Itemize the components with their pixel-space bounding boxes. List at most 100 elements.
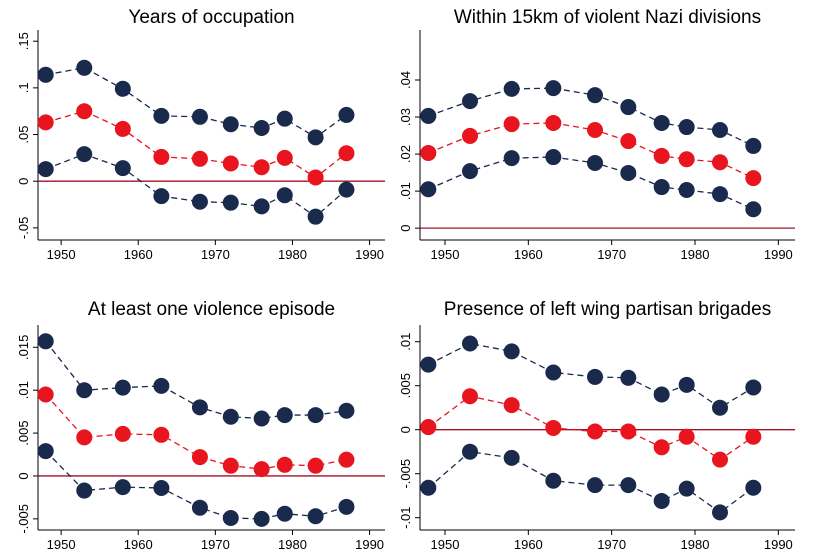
series-line [45,450,347,520]
point [307,208,324,225]
point [712,186,728,203]
point [253,461,270,478]
point [745,379,762,396]
point [745,428,762,445]
point [114,120,131,137]
point [114,479,131,496]
point [587,477,603,494]
point [276,505,293,522]
point [276,110,293,127]
point [653,179,670,196]
point [462,443,478,460]
point [420,356,437,373]
point [222,194,239,211]
point [545,472,562,489]
point [191,108,208,125]
y-tick-label: .15 [16,32,31,50]
point [76,103,93,120]
point [338,181,355,198]
point [276,149,293,166]
point [222,457,239,474]
point [503,150,520,167]
point [462,93,478,110]
point [678,151,695,168]
point [253,159,270,176]
x-tick-label: 1970 [597,537,626,552]
series-line [428,342,754,409]
point [307,457,324,474]
point [503,449,520,466]
point [620,423,637,440]
point [114,80,131,97]
panel-title: Within 15km of violent Nazi divisions [454,7,761,28]
y-tick-label: -.01 [398,506,413,528]
x-tick-label: 1970 [597,247,626,262]
point [153,426,170,443]
point [678,428,695,445]
point [712,451,728,468]
x-tick-label: 1960 [514,537,543,552]
point [503,397,520,414]
point [338,451,355,468]
panel-title: Years of occupation [128,7,294,28]
point [76,146,93,163]
point [307,407,324,424]
point [503,343,520,360]
series-line [45,153,347,218]
point [545,80,562,97]
point [307,508,324,525]
point [253,120,270,136]
point [653,492,670,509]
point [653,147,670,164]
y-tick-label: 0 [398,225,413,232]
y-tick-label: 0 [16,178,31,185]
point [191,150,208,167]
point [307,169,324,186]
point [620,369,637,386]
point [222,509,239,526]
point [222,155,239,172]
y-tick-label: .005 [16,420,31,445]
series-line [428,156,754,210]
y-tick-label: .005 [398,373,413,398]
series-line [428,122,754,179]
series-line [45,110,347,179]
series-line [427,451,754,514]
point [191,449,208,466]
point [503,116,520,133]
point [712,154,728,171]
point [253,410,270,427]
series-line [428,87,754,147]
point [420,181,437,198]
point [76,382,93,399]
point [153,148,170,165]
point [420,107,437,124]
point [462,388,478,405]
panel-title: Presence of left wing partisan brigades [444,299,771,320]
y-tick-label: 0 [16,472,31,479]
x-tick-label: 1950 [431,537,460,552]
point [587,154,603,171]
x-tick-label: 1980 [681,247,710,262]
point [420,479,437,496]
series-line [45,340,347,420]
point [153,479,170,496]
y-tick-label: 0 [398,426,413,433]
x-tick-label: 1990 [355,247,384,262]
point [307,129,324,146]
point [503,80,520,97]
point [620,164,637,181]
point [338,145,355,162]
y-tick-label: .05 [16,125,31,143]
point [420,144,437,161]
point [653,386,670,403]
point [587,423,603,440]
panel-title: At least one violence episode [88,299,335,320]
x-tick-label: 1980 [278,537,307,552]
x-tick-label: 1980 [681,537,710,552]
point [37,66,54,83]
point [587,87,603,104]
y-tick-label: .01 [398,333,413,351]
point [338,106,355,123]
point [678,480,695,497]
